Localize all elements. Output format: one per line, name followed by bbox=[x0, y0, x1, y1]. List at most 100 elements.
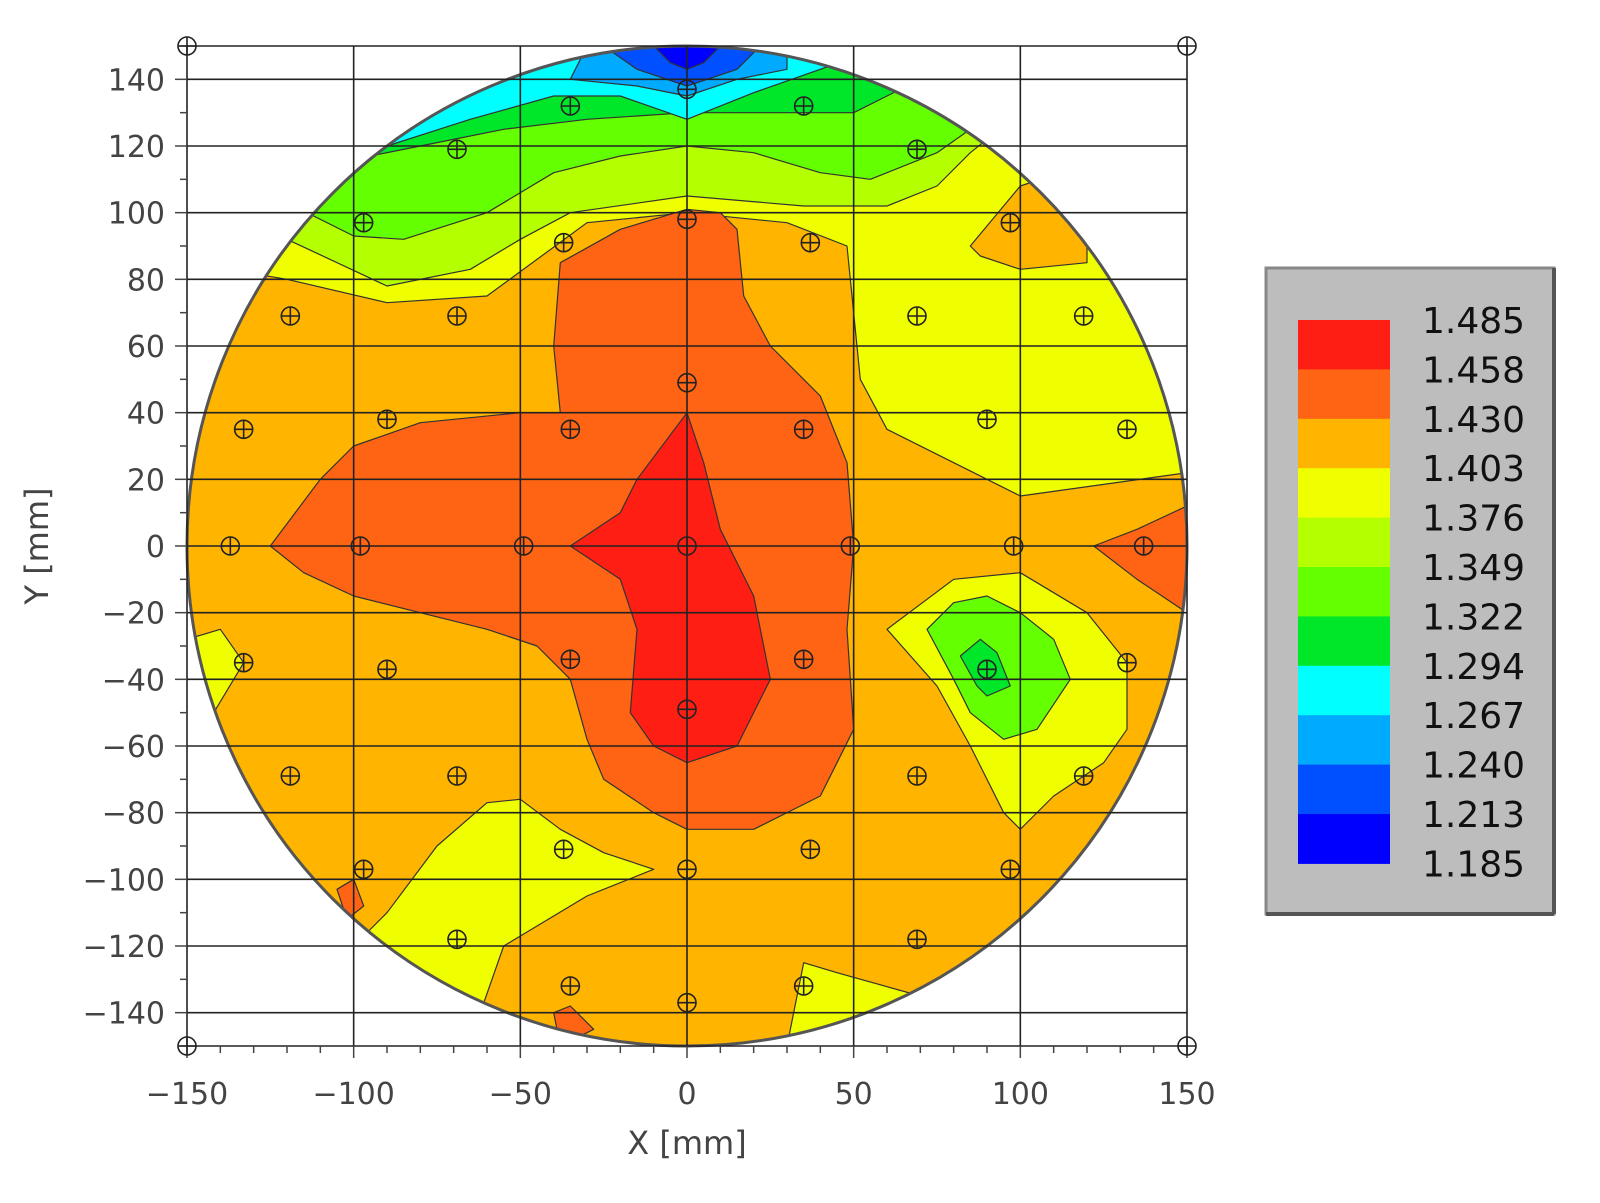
measurement-point bbox=[793, 976, 814, 996]
y-tick-label: −140 bbox=[83, 997, 165, 1032]
measurement-point bbox=[560, 419, 581, 440]
measurement-point bbox=[560, 976, 581, 996]
measurement-point bbox=[1177, 1036, 1197, 1056]
measurement-point bbox=[977, 409, 997, 430]
measurement-point bbox=[513, 536, 534, 556]
x-tick-label: −150 bbox=[146, 1077, 228, 1112]
legend-level-label: 1.485 bbox=[1422, 301, 1525, 342]
measurement-markers bbox=[177, 36, 1197, 1056]
measurement-point bbox=[800, 232, 821, 253]
measurement-point bbox=[907, 929, 927, 950]
legend-swatch bbox=[1298, 616, 1390, 667]
y-tick-label: −40 bbox=[102, 663, 165, 698]
x-tick-label: 0 bbox=[677, 1077, 696, 1112]
y-tick-label: 100 bbox=[108, 197, 165, 232]
axis-ticks bbox=[175, 45, 1188, 1058]
legend-swatch bbox=[1298, 517, 1390, 568]
measurement-point bbox=[1073, 766, 1094, 786]
y-tick-label: 140 bbox=[108, 63, 165, 98]
legend-swatch bbox=[1298, 567, 1390, 617]
measurement-point bbox=[800, 839, 821, 860]
measurement-point bbox=[447, 929, 467, 950]
legend-level-label: 1.403 bbox=[1422, 449, 1525, 490]
measurement-point bbox=[280, 766, 301, 786]
legend-level-label: 1.376 bbox=[1422, 499, 1525, 540]
y-tick-label: 20 bbox=[127, 463, 165, 498]
legend-swatch bbox=[1298, 418, 1390, 469]
contour-region-deep_green bbox=[959, 638, 1011, 697]
y-tick-label: 40 bbox=[127, 397, 165, 432]
measurement-point bbox=[447, 306, 467, 326]
measurement-point bbox=[177, 36, 197, 56]
x-axis-title: X [mm] bbox=[627, 1124, 746, 1162]
measurement-point bbox=[220, 536, 241, 556]
legend-level-label: 1.322 bbox=[1422, 597, 1525, 638]
measurement-point bbox=[677, 536, 697, 556]
wafer-contour-fill bbox=[187, 46, 1187, 1046]
measurement-point bbox=[553, 232, 574, 253]
measurement-point bbox=[377, 409, 397, 430]
x-tick-labels: −150 −100 −50 0 50 100 150 bbox=[146, 1077, 1216, 1112]
measurement-point bbox=[677, 992, 697, 1013]
legend-level-label: 1.349 bbox=[1422, 548, 1525, 589]
measurement-point bbox=[1177, 36, 1197, 56]
legend-swatch bbox=[1298, 665, 1390, 716]
measurement-point bbox=[447, 139, 467, 160]
y-tick-label: −100 bbox=[83, 863, 165, 898]
legend-swatch bbox=[1298, 320, 1390, 370]
legend-level-label: 1.213 bbox=[1422, 795, 1525, 836]
measurement-point bbox=[560, 96, 581, 116]
measurement-point bbox=[1133, 536, 1154, 556]
measurement-point bbox=[233, 652, 254, 673]
y-tick-label: 80 bbox=[127, 263, 165, 298]
measurement-point bbox=[353, 212, 374, 233]
measurement-point bbox=[793, 96, 814, 116]
measurement-point bbox=[1003, 536, 1024, 556]
y-tick-label: 0 bbox=[146, 530, 165, 565]
measurement-point bbox=[1000, 859, 1021, 880]
legend-level-label: 1.185 bbox=[1422, 844, 1525, 885]
legend-swatch bbox=[1298, 369, 1390, 420]
measurement-point bbox=[793, 419, 814, 440]
measurement-point bbox=[353, 859, 374, 880]
legend-swatch bbox=[1298, 715, 1390, 766]
y-tick-label: 120 bbox=[108, 130, 165, 165]
legend-level-label: 1.430 bbox=[1422, 400, 1525, 441]
legend-swatch bbox=[1298, 814, 1390, 864]
y-tick-label: −120 bbox=[83, 930, 165, 965]
measurement-point bbox=[677, 859, 697, 880]
legend-level-label: 1.458 bbox=[1422, 350, 1525, 391]
measurement-point bbox=[280, 306, 301, 326]
measurement-point bbox=[560, 649, 581, 670]
x-tick-label: −50 bbox=[489, 1077, 552, 1112]
measurement-point bbox=[677, 209, 697, 230]
x-tick-label: 150 bbox=[1158, 1077, 1215, 1112]
color-legend: 1.485 1.458 1.430 1.403 1.376 1.349 1.322 1.294… bbox=[1264, 266, 1556, 916]
measurement-point bbox=[677, 79, 697, 100]
measurement-point bbox=[907, 766, 927, 786]
measurement-point bbox=[907, 139, 927, 160]
x-tick-label: −100 bbox=[312, 1077, 394, 1112]
measurement-point bbox=[447, 766, 467, 786]
measurement-point bbox=[677, 372, 697, 393]
legend-level-label: 1.294 bbox=[1422, 647, 1525, 688]
legend-swatch bbox=[1298, 468, 1390, 519]
measurement-point bbox=[1117, 652, 1137, 673]
measurement-point bbox=[233, 419, 254, 440]
y-tick-label: −60 bbox=[102, 730, 165, 765]
measurement-point bbox=[977, 659, 997, 680]
measurement-point bbox=[553, 839, 574, 860]
measurement-point bbox=[1000, 212, 1021, 233]
measurement-point bbox=[793, 649, 814, 670]
y-tick-label: −20 bbox=[102, 597, 165, 632]
legend-level-label: 1.267 bbox=[1422, 696, 1525, 737]
y-axis-title: Y [mm] bbox=[18, 487, 56, 605]
measurement-point bbox=[1117, 419, 1137, 440]
y-tick-labels: 140 120 100 80 60 40 20 0 −20 −40 −60 −80 −100 −120 −1… bbox=[83, 63, 165, 1031]
x-tick-label: 100 bbox=[992, 1077, 1049, 1112]
legend-level-label: 1.240 bbox=[1422, 746, 1525, 787]
legend-swatch bbox=[1298, 764, 1390, 815]
y-tick-label: 60 bbox=[127, 330, 165, 365]
measurement-point bbox=[177, 1036, 197, 1056]
measurement-point bbox=[1073, 306, 1094, 326]
